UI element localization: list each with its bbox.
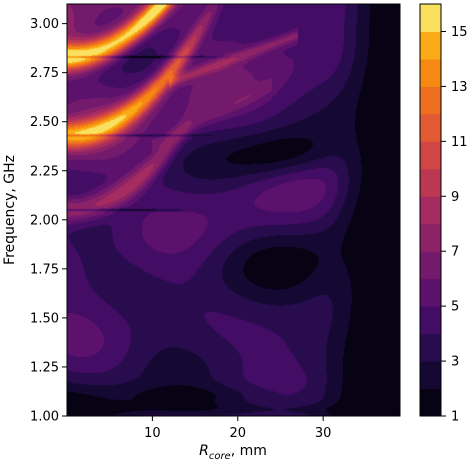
colorbar-tick-label: 3: [451, 355, 459, 370]
colorbar-band: [420, 223, 441, 252]
y-tick-label: 1.75: [30, 262, 59, 277]
x-tick-label: 10: [144, 426, 161, 441]
colorbar-band: [420, 361, 441, 390]
colorbar-band: [420, 278, 441, 307]
contour-field: [67, 4, 400, 416]
plot-frame: [66, 3, 401, 417]
y-axis-label: Frequency, GHz: [2, 155, 18, 265]
y-tick-label: 2.75: [30, 66, 59, 81]
colorbar-band: [420, 251, 441, 280]
colorbar-tick-label: 13: [451, 80, 468, 95]
x-axis-label: Rcore, mm: [199, 443, 267, 462]
x-axis: 10 20 30: [144, 416, 331, 441]
colorbar-tick-label: 7: [451, 245, 459, 260]
y-tick-label: 1.50: [30, 311, 59, 326]
x-label-rest: , mm: [231, 443, 267, 459]
colorbar-tick-label: 9: [451, 190, 459, 205]
colorbar-band: [420, 58, 441, 87]
colorbar-band: [420, 113, 441, 142]
colorbar-tick-label: 15: [451, 25, 468, 40]
y-tick-label: 3.00: [30, 17, 59, 32]
colorbar-tick-label: 1: [451, 410, 459, 425]
y-tick-label: 2.00: [30, 213, 59, 228]
colorbar-band: [420, 31, 441, 60]
colorbar-band: [420, 306, 441, 335]
y-tick-label: 2.50: [30, 115, 59, 130]
y-tick-label: 1.00: [30, 410, 59, 425]
x-label-sub: core: [209, 451, 231, 462]
colorbar-band: [420, 168, 441, 197]
y-tick-label: 1.25: [30, 360, 59, 375]
colorbar-band: [420, 4, 441, 32]
colorbar-tick-label: 11: [451, 135, 468, 150]
x-tick-label: 20: [229, 426, 246, 441]
colorbar-band: [420, 196, 441, 225]
x-tick-label: 30: [315, 426, 332, 441]
y-axis: 1.00 1.25 1.50 1.75 2.00 2.25 2.50 2.75 3.00: [30, 17, 67, 425]
colorbar-band: [420, 388, 441, 417]
colorbar-tick-label: 5: [451, 300, 459, 315]
colorbar-frame: [419, 3, 442, 417]
x-label-main: R: [199, 443, 209, 459]
colorbar-band: [420, 333, 441, 362]
colorbar-band: [420, 86, 441, 115]
plot-area: [67, 4, 400, 416]
colorbar-band: [420, 141, 441, 170]
y-tick-label: 2.25: [30, 164, 59, 179]
